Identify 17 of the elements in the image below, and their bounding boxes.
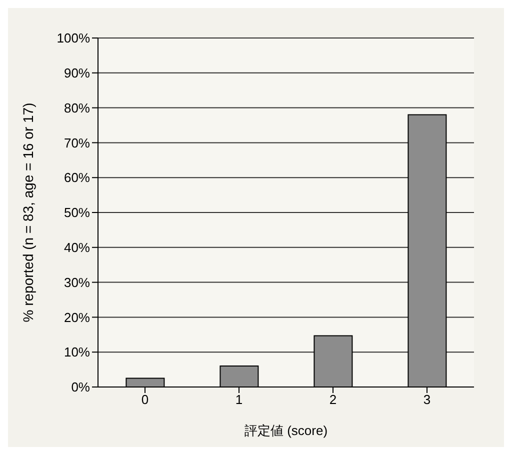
x-tick-label: 0	[141, 392, 149, 408]
y-axis-title: % reported (n = 83, age = 16 or 17)	[20, 102, 36, 322]
x-tick-label: 2	[329, 392, 337, 408]
x-tick-label: 3	[423, 392, 431, 408]
y-tick-label: 30%	[64, 274, 90, 290]
y-tick-label: 60%	[64, 170, 90, 186]
y-tick-label: 100%	[56, 30, 90, 46]
y-tick-label: 90%	[64, 66, 90, 81]
y-tick-label: 20%	[64, 310, 90, 325]
y-tick-label: 40%	[64, 240, 90, 256]
x-axis-title: 評定値 (score)	[244, 423, 328, 438]
y-tick-label: 70%	[64, 135, 90, 150]
x-tick-label: 1	[235, 392, 243, 408]
y-tick-label: 80%	[64, 100, 90, 116]
y-tick-label: 10%	[64, 344, 90, 360]
y-tick-label: 0%	[71, 380, 90, 395]
y-tick-label: 50%	[64, 205, 90, 220]
